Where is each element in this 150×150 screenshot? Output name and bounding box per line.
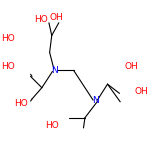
Text: N: N xyxy=(92,96,99,105)
Text: OH: OH xyxy=(134,87,148,96)
Text: HO: HO xyxy=(1,62,15,71)
Text: N: N xyxy=(51,66,58,75)
Text: HO: HO xyxy=(46,121,59,130)
Text: HO: HO xyxy=(34,15,48,24)
Text: OH: OH xyxy=(49,13,63,22)
Text: OH: OH xyxy=(124,62,138,71)
Text: HO: HO xyxy=(1,34,15,43)
Text: HO: HO xyxy=(14,99,28,108)
